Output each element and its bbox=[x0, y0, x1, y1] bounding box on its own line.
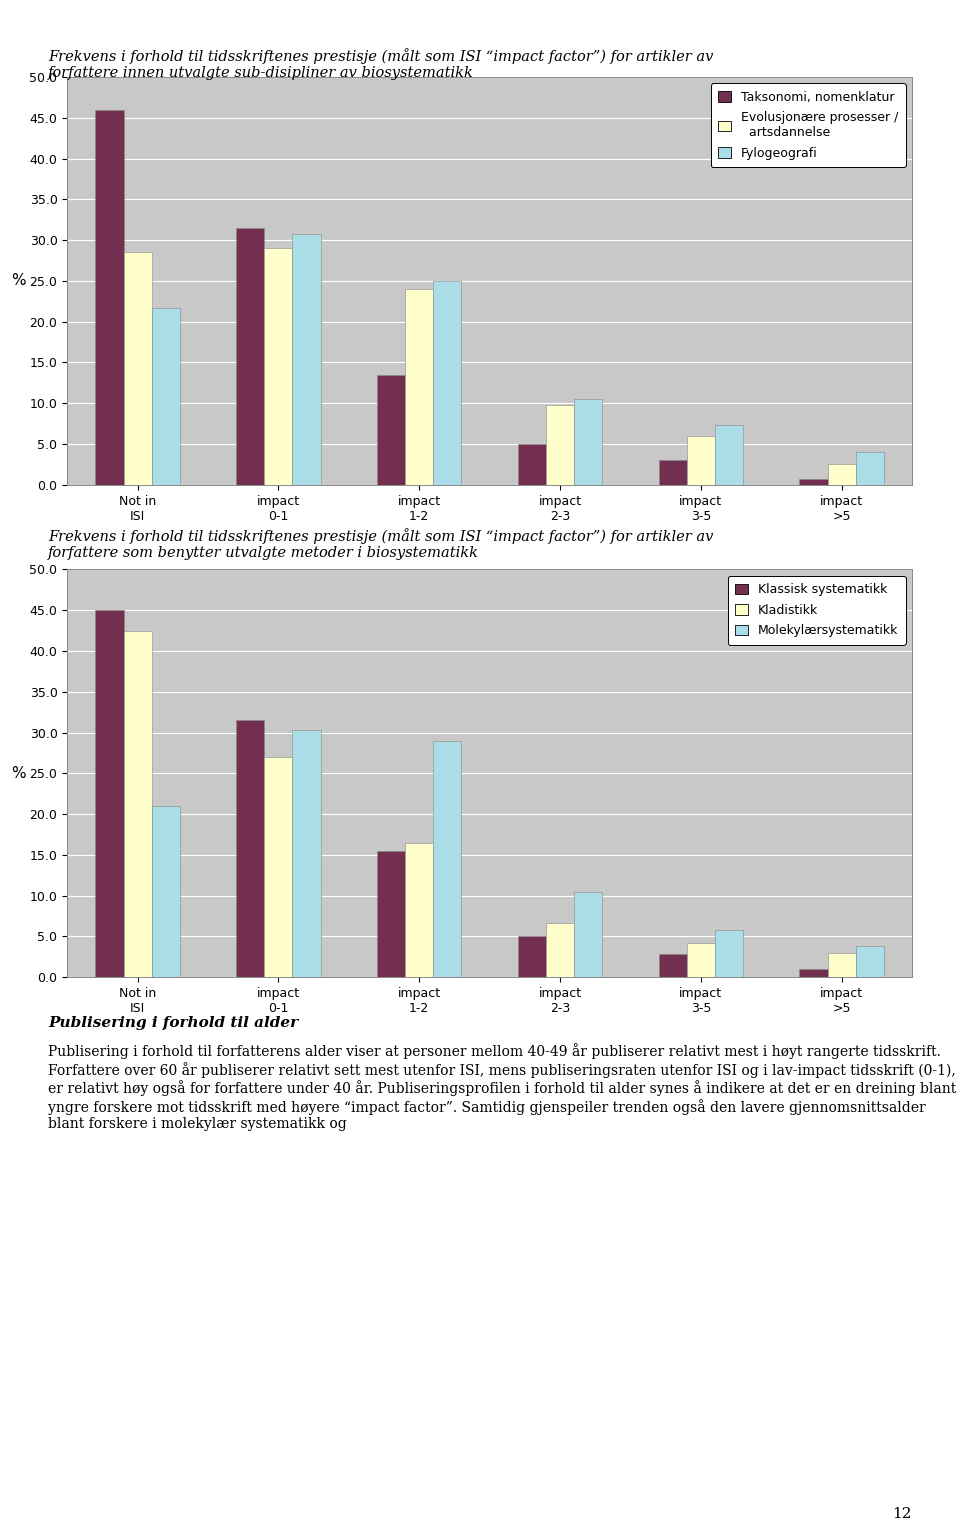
Bar bbox=[377, 374, 405, 485]
Bar bbox=[828, 953, 855, 977]
Bar bbox=[828, 465, 855, 485]
Y-axis label: %: % bbox=[12, 766, 26, 780]
Bar bbox=[800, 479, 828, 485]
Bar bbox=[659, 460, 686, 485]
Text: Frekvens i forhold til tidsskriftenes prestisje (målt som ISI “impact factor”) f: Frekvens i forhold til tidsskriftenes pr… bbox=[48, 528, 713, 543]
Bar bbox=[405, 843, 433, 977]
Bar bbox=[715, 930, 743, 977]
Legend: Taksonomi, nomenklatur, Evolusjonære prosesser /
  artsdannelse, Fylogeografi: Taksonomi, nomenklatur, Evolusjonære pro… bbox=[710, 83, 905, 168]
Bar bbox=[124, 631, 152, 977]
Bar bbox=[433, 740, 462, 977]
Bar bbox=[659, 954, 686, 977]
Bar bbox=[855, 946, 884, 977]
Bar bbox=[377, 851, 405, 977]
Bar bbox=[264, 757, 293, 977]
Bar bbox=[855, 452, 884, 485]
Bar bbox=[264, 248, 293, 485]
Bar bbox=[236, 720, 264, 977]
Text: Publisering i forhold til forfatterens alder viser at personer mellom 40-49 år p: Publisering i forhold til forfatterens a… bbox=[48, 1043, 956, 1131]
Text: Frekvens i forhold til tidsskriftenes prestisje (målt som ISI “impact factor”) f: Frekvens i forhold til tidsskriftenes pr… bbox=[48, 48, 713, 63]
Bar bbox=[574, 891, 602, 977]
Bar bbox=[546, 922, 574, 977]
Text: Publisering i forhold til alder: Publisering i forhold til alder bbox=[48, 1016, 299, 1030]
Bar bbox=[152, 308, 180, 485]
Bar bbox=[517, 936, 546, 977]
Bar bbox=[800, 970, 828, 977]
Bar bbox=[152, 806, 180, 977]
Bar bbox=[293, 729, 321, 977]
Bar bbox=[574, 399, 602, 485]
Bar bbox=[686, 436, 715, 485]
Text: forfattere som benytter utvalgte metoder i biosystematikk: forfattere som benytter utvalgte metoder… bbox=[48, 546, 479, 560]
Bar bbox=[405, 289, 433, 485]
Bar bbox=[546, 405, 574, 485]
Bar bbox=[95, 109, 124, 485]
Text: forfattere innen utvalgte sub-disipliner av biosystematikk: forfattere innen utvalgte sub-disipliner… bbox=[48, 66, 474, 80]
Bar bbox=[236, 228, 264, 485]
Bar bbox=[715, 425, 743, 485]
Text: 12: 12 bbox=[893, 1507, 912, 1521]
Bar bbox=[95, 609, 124, 977]
Bar bbox=[517, 443, 546, 485]
Y-axis label: %: % bbox=[12, 274, 26, 288]
Bar bbox=[293, 234, 321, 485]
Bar bbox=[433, 280, 462, 485]
Bar bbox=[124, 252, 152, 485]
Legend: Klassisk systematikk, Kladistikk, Molekylærsystematikk: Klassisk systematikk, Kladistikk, Moleky… bbox=[728, 576, 905, 645]
Bar bbox=[686, 943, 715, 977]
